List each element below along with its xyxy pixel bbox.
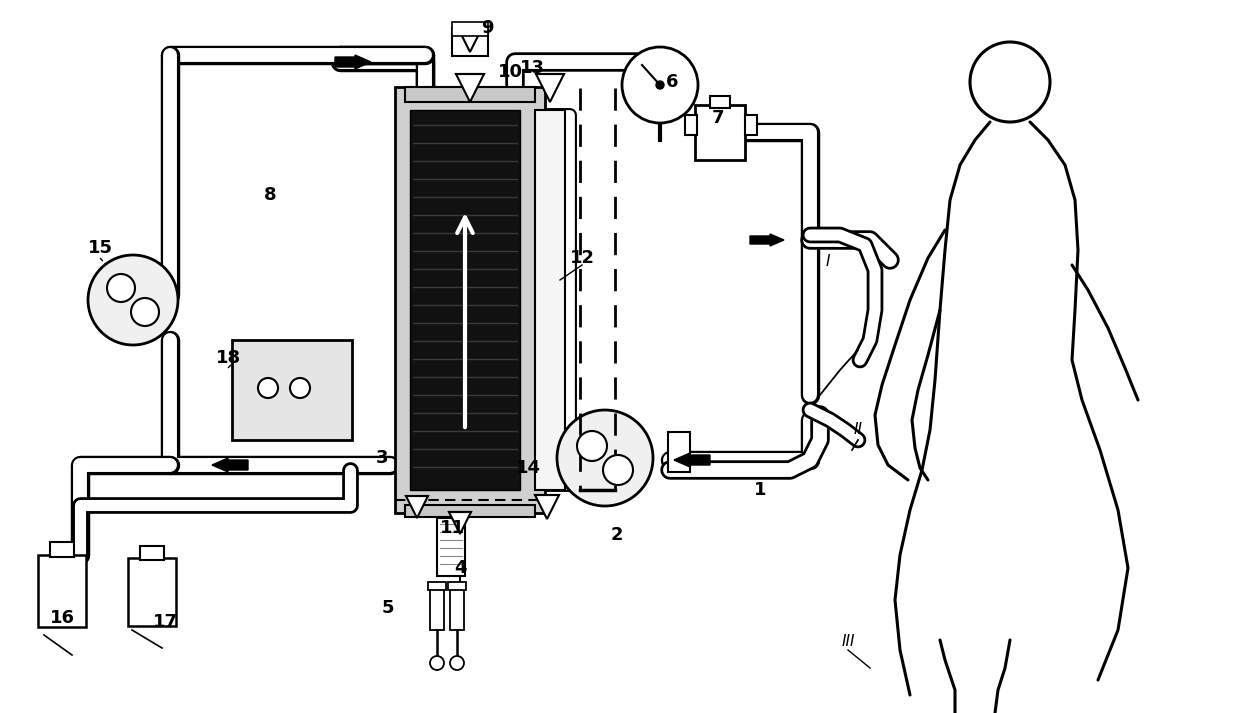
Circle shape <box>88 255 179 345</box>
Text: 10: 10 <box>497 63 522 81</box>
Polygon shape <box>534 495 559 519</box>
Circle shape <box>131 298 159 326</box>
FancyArrow shape <box>212 458 248 472</box>
Bar <box>745 115 756 135</box>
Bar <box>453 28 489 56</box>
Bar <box>430 585 444 630</box>
Text: II: II <box>853 423 863 438</box>
Bar <box>405 505 534 517</box>
Text: 15: 15 <box>88 239 113 257</box>
Text: 13: 13 <box>520 59 544 77</box>
Text: 12: 12 <box>569 249 594 267</box>
Text: 16: 16 <box>50 609 74 627</box>
Bar <box>396 87 546 513</box>
Bar <box>684 115 697 135</box>
Bar <box>38 555 86 627</box>
Text: I: I <box>826 255 831 270</box>
Text: 14: 14 <box>516 459 541 477</box>
Circle shape <box>290 378 310 398</box>
Text: 7: 7 <box>712 109 724 127</box>
Circle shape <box>577 431 608 461</box>
Bar <box>405 87 534 102</box>
Text: 2: 2 <box>611 526 624 544</box>
Text: 3: 3 <box>376 449 388 467</box>
FancyArrow shape <box>675 453 711 467</box>
Text: 6: 6 <box>666 73 678 91</box>
Bar <box>436 518 465 576</box>
Bar <box>232 340 352 440</box>
Bar <box>140 546 164 560</box>
Bar <box>128 558 176 626</box>
Text: 18: 18 <box>216 349 241 367</box>
Bar <box>410 110 520 490</box>
Bar <box>450 585 464 630</box>
Polygon shape <box>449 512 471 534</box>
FancyArrow shape <box>750 234 784 246</box>
Circle shape <box>107 274 135 302</box>
Bar <box>711 96 730 108</box>
Bar <box>453 22 489 36</box>
Text: III: III <box>841 635 854 650</box>
Circle shape <box>656 81 663 89</box>
Circle shape <box>557 410 653 506</box>
Circle shape <box>430 656 444 670</box>
Polygon shape <box>456 74 484 102</box>
Circle shape <box>603 455 632 485</box>
Bar <box>50 542 74 557</box>
Text: 11: 11 <box>439 519 465 537</box>
Circle shape <box>450 656 464 670</box>
FancyArrow shape <box>335 55 371 69</box>
Text: 9: 9 <box>481 19 494 37</box>
Bar <box>428 582 446 590</box>
Bar <box>668 432 689 472</box>
Text: 5: 5 <box>382 599 394 617</box>
Text: 4: 4 <box>454 559 466 577</box>
Polygon shape <box>460 32 480 52</box>
Polygon shape <box>536 74 564 102</box>
Circle shape <box>622 47 698 123</box>
Text: 17: 17 <box>153 613 177 631</box>
Text: 8: 8 <box>264 186 277 204</box>
Bar <box>694 105 745 160</box>
Text: 1: 1 <box>754 481 766 499</box>
Circle shape <box>258 378 278 398</box>
Polygon shape <box>405 496 428 518</box>
Bar <box>534 110 565 490</box>
Bar <box>448 582 466 590</box>
